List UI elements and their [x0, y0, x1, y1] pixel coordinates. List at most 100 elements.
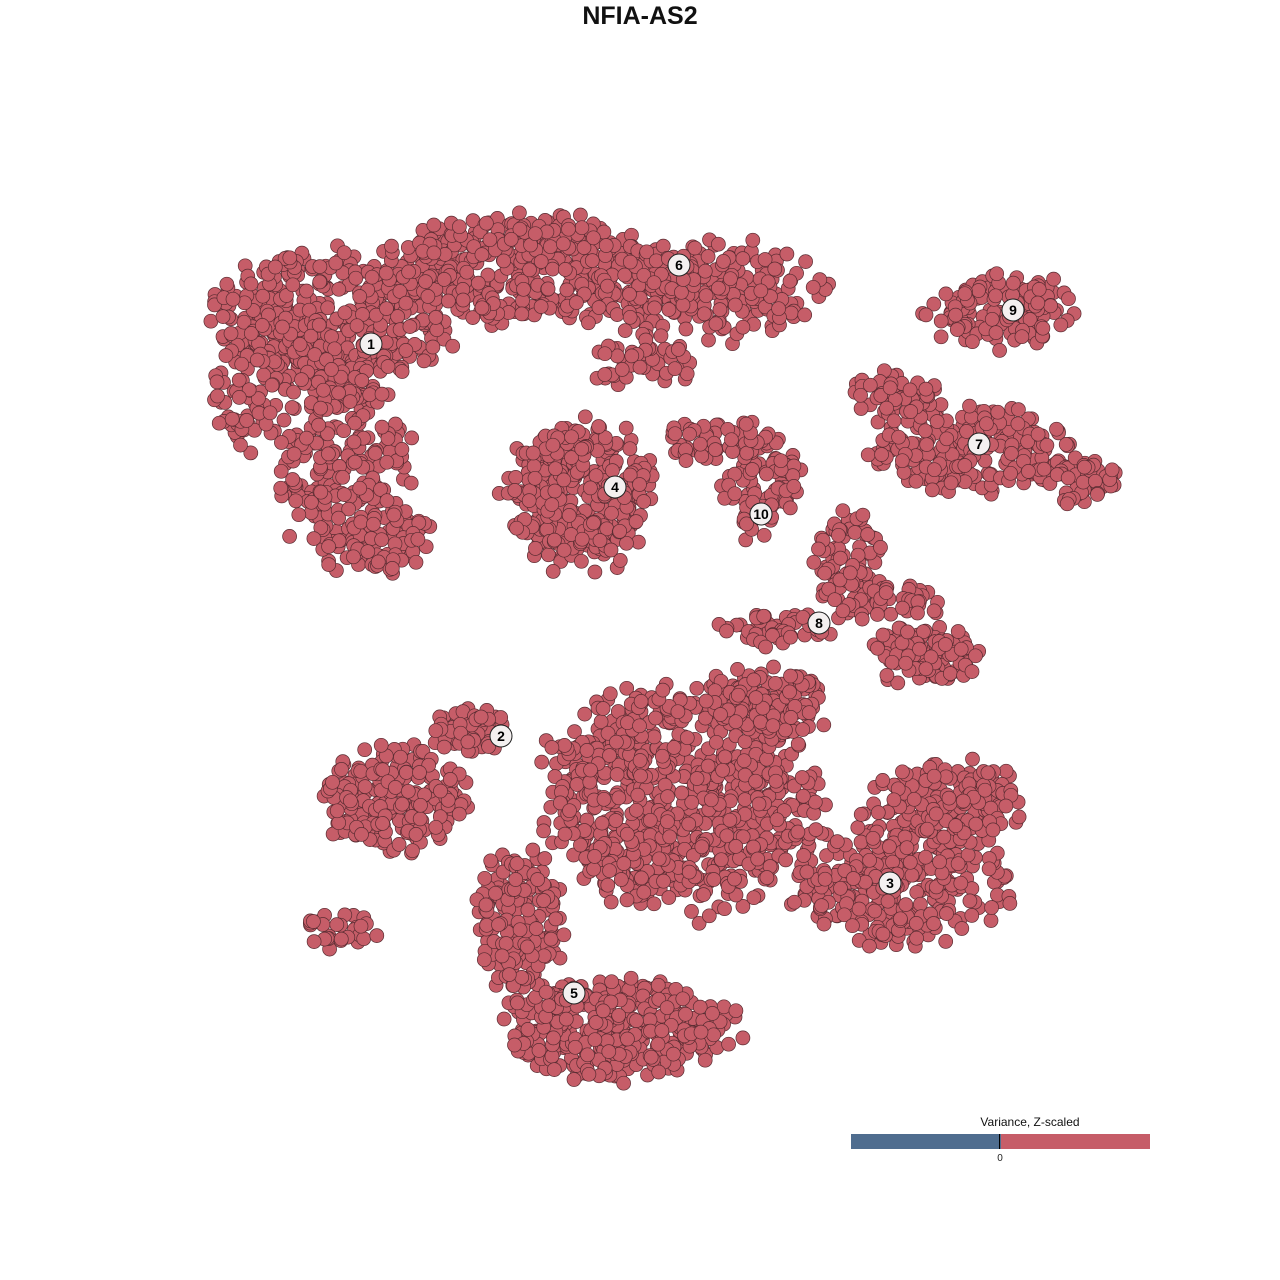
data-point: [346, 434, 362, 450]
data-point: [904, 867, 920, 883]
data-point: [656, 873, 671, 889]
data-point: [948, 818, 964, 834]
data-point: [609, 307, 625, 322]
data-point: [756, 608, 772, 624]
data-point: [483, 853, 499, 869]
data-point: [622, 286, 637, 302]
data-point: [700, 249, 716, 264]
data-point: [846, 871, 861, 886]
data-point: [428, 310, 444, 325]
data-point: [738, 416, 754, 432]
data-point: [933, 329, 949, 345]
data-point: [1035, 320, 1051, 336]
data-point: [508, 872, 524, 887]
data-point: [555, 236, 571, 252]
data-point: [583, 762, 598, 778]
data-point: [275, 319, 290, 335]
data-point: [701, 332, 716, 348]
data-point: [408, 827, 424, 842]
data-point: [441, 293, 456, 309]
data-point: [460, 734, 476, 750]
data-point: [617, 323, 633, 338]
data-point: [965, 751, 980, 767]
data-point: [932, 854, 947, 870]
data-point: [648, 253, 664, 269]
chart-title: NFIA-AS2: [582, 2, 698, 30]
data-point: [478, 897, 494, 913]
data-point: [746, 890, 762, 906]
data-point: [918, 849, 933, 865]
data-point: [352, 289, 368, 304]
data-point: [642, 812, 658, 828]
data-point: [977, 782, 993, 798]
data-point: [984, 900, 999, 915]
data-point: [667, 426, 683, 442]
data-point: [705, 1006, 720, 1021]
data-point: [331, 510, 346, 526]
data-point: [955, 793, 971, 809]
data-point: [787, 894, 802, 910]
data-point: [674, 785, 690, 801]
data-point: [514, 306, 530, 322]
data-point: [692, 436, 708, 452]
data-point: [273, 463, 289, 479]
data-point: [567, 1039, 583, 1055]
data-point: [1104, 462, 1120, 478]
data-point: [632, 477, 647, 492]
data-point: [597, 346, 613, 362]
data-point: [303, 328, 319, 344]
data-point: [675, 297, 691, 313]
data-point: [574, 553, 589, 569]
data-point: [654, 1023, 670, 1039]
data-point: [527, 226, 543, 242]
data-point: [833, 550, 848, 566]
data-point: [374, 419, 390, 435]
data-point: [243, 276, 259, 292]
data-point: [360, 544, 376, 559]
data-point: [796, 848, 811, 863]
data-point: [678, 1006, 693, 1022]
data-point: [429, 322, 445, 338]
data-point: [362, 387, 378, 403]
data-point: [835, 503, 851, 519]
data-point: [479, 215, 494, 231]
data-point: [379, 301, 394, 316]
data-point: [473, 709, 489, 725]
data-point: [1061, 291, 1076, 307]
data-point: [875, 627, 891, 643]
data-point: [394, 796, 410, 812]
data-point: [753, 283, 769, 299]
data-point: [659, 1000, 675, 1016]
data-point: [701, 908, 717, 924]
data-point: [943, 475, 959, 491]
data-point: [633, 694, 649, 709]
data-point: [712, 302, 728, 317]
data-point: [561, 221, 576, 237]
data-point: [728, 1003, 744, 1019]
data-point: [693, 1024, 709, 1040]
data-point: [971, 283, 986, 298]
data-point: [860, 447, 876, 463]
data-point: [394, 442, 410, 457]
data-point: [605, 463, 620, 478]
data-point: [666, 740, 682, 755]
data-point: [540, 281, 556, 297]
data-point: [428, 819, 444, 835]
data-point: [579, 743, 595, 758]
data-point: [903, 404, 919, 419]
data-point: [737, 734, 753, 749]
data-point: [587, 1032, 603, 1048]
data-point: [609, 767, 625, 782]
data-point: [346, 549, 361, 565]
data-point: [722, 812, 738, 828]
data-point: [622, 441, 638, 457]
data-point: [543, 931, 559, 947]
data-point: [536, 823, 551, 839]
data-point: [364, 269, 380, 285]
data-point: [538, 984, 554, 1000]
data-point: [341, 501, 357, 517]
data-point: [333, 931, 349, 947]
data-point: [366, 516, 381, 532]
data-point: [769, 812, 785, 828]
